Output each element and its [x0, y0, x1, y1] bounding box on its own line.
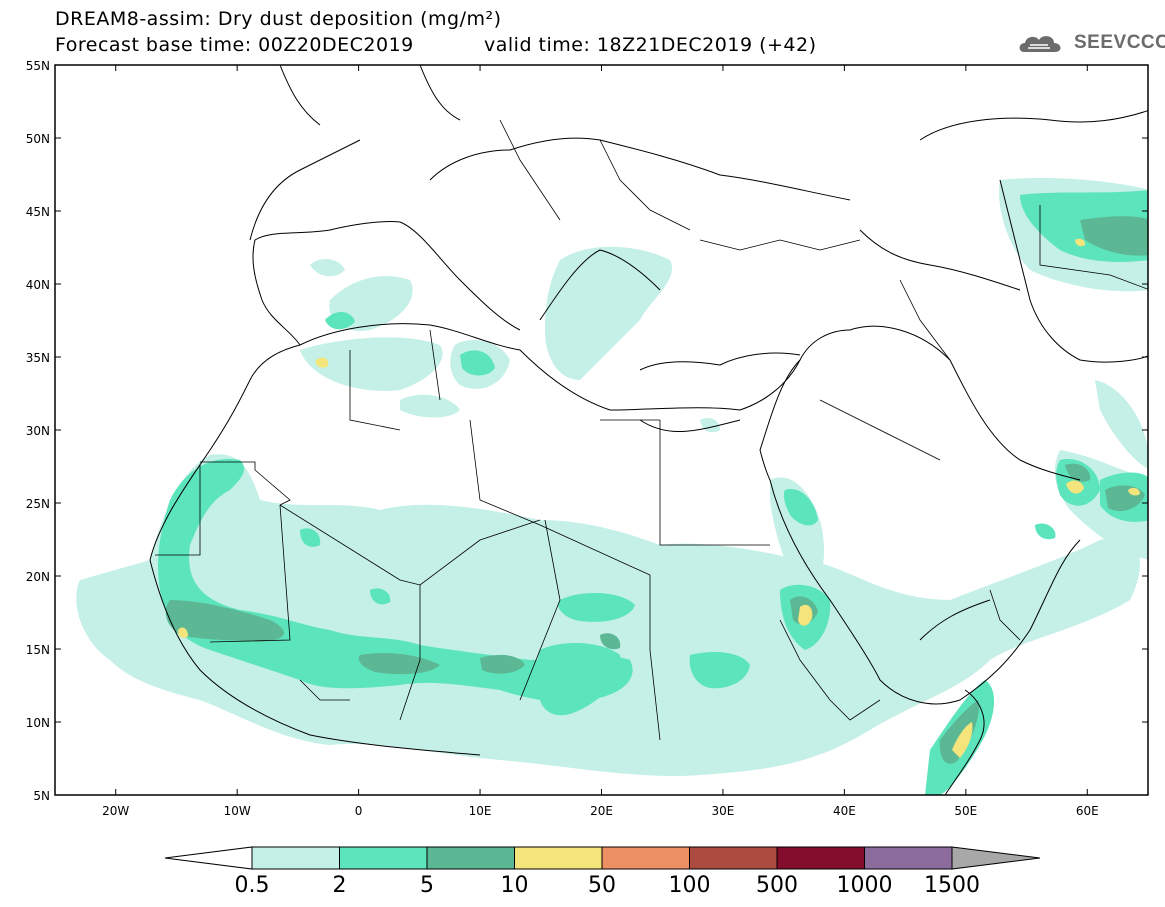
colorbar	[164, 846, 1041, 870]
lon-label: 20W	[102, 804, 129, 818]
coastlines	[149, 65, 1148, 795]
colorbar-segment	[339, 846, 428, 870]
lon-label: 50E	[954, 804, 977, 818]
colorbar-label: 10	[501, 873, 529, 898]
latitude-labels: 55N 50N 45N 40N 35N 30N 25N 20N 15N 10N 5N	[26, 59, 50, 803]
cloud-logo-icon	[1019, 36, 1061, 52]
colorbar-label: 2	[333, 873, 347, 898]
colorbar-over-triangle	[951, 846, 1041, 870]
lon-label: 30E	[712, 804, 735, 818]
lon-label: 10E	[469, 804, 492, 818]
lon-label: 0	[355, 804, 363, 818]
lon-label: 40E	[833, 804, 856, 818]
colorbar-label: 1000	[837, 873, 893, 898]
lat-label: 20N	[26, 570, 50, 584]
forecast-base-time: Forecast base time: 00Z20DEC2019	[55, 34, 414, 56]
colorbar-label: 100	[669, 873, 711, 898]
lat-label: 55N	[26, 59, 50, 73]
valid-time: valid time: 18Z21DEC2019 (+42)	[484, 34, 817, 56]
colorbar-label: 50	[588, 873, 616, 898]
colorbar-segment	[864, 846, 953, 870]
level-10-50	[178, 238, 1140, 758]
lat-label: 15N	[26, 643, 50, 657]
colorbar-label: 5	[420, 873, 434, 898]
lon-label: 60E	[1076, 804, 1099, 818]
axis-ticks	[55, 64, 1148, 796]
colorbar-segment	[689, 846, 778, 870]
lat-label: 25N	[26, 497, 50, 511]
colorbar-segment	[776, 846, 865, 870]
colorbar-under-triangle	[164, 846, 253, 870]
lat-label: 45N	[26, 205, 50, 219]
colorbar-segment	[601, 846, 690, 870]
lon-label: 20E	[590, 804, 613, 818]
colorbar-label: 0.5	[235, 873, 270, 898]
lat-label: 50N	[26, 132, 50, 146]
lon-label: 10W	[224, 804, 251, 818]
lat-label: 40N	[26, 278, 50, 292]
colorbar-labels: 0.5 2 5 10 50 100 500 1000 1500	[235, 873, 981, 898]
lat-label: 35N	[26, 351, 50, 365]
colorbar-segment	[251, 846, 340, 870]
lat-label: 30N	[26, 424, 50, 438]
country-borders	[155, 119, 1148, 741]
lat-label: 10N	[26, 716, 50, 730]
map-title: DREAM8-assim: Dry dust deposition (mg/m²…	[55, 8, 502, 30]
logo-text: SEEVCCC	[1074, 32, 1165, 53]
colorbar-segment	[426, 846, 515, 870]
longitude-labels: 20W 10W 0 10E 20E 30E 40E 50E 60E	[102, 804, 1099, 818]
dust-field	[76, 65, 1148, 795]
colorbar-label: 1500	[924, 873, 980, 898]
colorbar-label: 500	[756, 873, 798, 898]
lat-label: 5N	[33, 789, 50, 803]
colorbar-segment	[514, 846, 603, 870]
